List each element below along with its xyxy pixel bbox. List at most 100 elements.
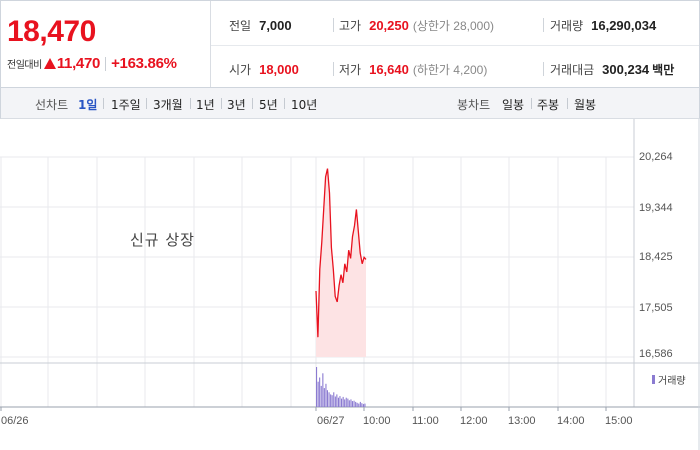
divider <box>221 98 222 109</box>
prev-close-label: 전일 <box>229 19 252 33</box>
volume-bar <box>362 404 364 407</box>
volume-bar <box>331 395 333 407</box>
tab-1day[interactable]: 1일 <box>78 98 98 112</box>
divider <box>105 56 107 71</box>
volume-bar <box>323 388 325 407</box>
volume-bar <box>347 398 349 407</box>
y-tick-label: 16,586 <box>639 348 673 360</box>
volume-bar <box>355 401 357 407</box>
candle-chart-title: 봉차트 <box>457 98 491 112</box>
amount-stat: 거래대금 300,234 백만 <box>550 61 674 78</box>
volume-bar <box>351 401 353 407</box>
change-label: 전일대비 <box>7 60 42 71</box>
low-stat: 저가 16,640 (하한가 4,200) <box>339 61 487 78</box>
price-line <box>315 168 367 338</box>
price-chart[interactable]: 신규 상장 20,264 19,344 18,425 17,505 16,586… <box>0 119 700 450</box>
divider <box>284 98 285 109</box>
tab-monthly-candle[interactable]: 월봉 <box>574 98 597 112</box>
divider <box>103 98 104 109</box>
volume-bar <box>359 401 361 407</box>
open-value: 18,000 <box>259 62 299 77</box>
amount-label: 거래대금 <box>550 63 595 77</box>
tab-5year[interactable]: 5년 <box>259 98 278 112</box>
volume-bar <box>344 399 346 407</box>
price-area-fill <box>316 168 366 357</box>
volume-bar <box>336 394 338 407</box>
divider <box>252 98 253 109</box>
tab-weekly-candle[interactable]: 주봉 <box>537 98 560 112</box>
volume-legend: 거래량 <box>652 372 686 387</box>
volume-bar <box>339 396 341 407</box>
high-label: 고가 <box>339 19 362 33</box>
y-tick-label: 20,264 <box>639 151 673 163</box>
price-chart-svg <box>0 119 700 450</box>
tab-daily-candle[interactable]: 일봉 <box>502 98 525 112</box>
tab-1year[interactable]: 1년 <box>196 98 215 112</box>
divider <box>211 45 699 46</box>
volume-bar <box>337 397 339 407</box>
divider <box>543 18 544 32</box>
tab-10year[interactable]: 10년 <box>291 98 318 112</box>
volume-bar <box>334 396 336 407</box>
upper-limit: (상한가 28,000) <box>412 19 495 33</box>
volume-bar <box>341 398 343 407</box>
divider <box>146 98 147 109</box>
chart-period-tabs: 선차트 1일 1주일 3개월 1년 3년 5년 10년 봉차트 일봉 주봉 월봉 <box>0 88 700 119</box>
volume-bar <box>326 390 328 407</box>
low-value: 16,640 <box>369 62 409 77</box>
prev-close-value: 7,000 <box>259 18 292 33</box>
divider <box>543 62 544 76</box>
tab-3month[interactable]: 3개월 <box>153 98 183 112</box>
open-stat: 시가 18,000 <box>229 61 299 78</box>
volume-bar <box>316 367 318 407</box>
volume-value: 16,290,034 <box>591 18 657 33</box>
volume-bar <box>364 403 366 407</box>
divider <box>567 98 568 109</box>
x-tick-label: 15:00 <box>605 415 633 427</box>
change-value: 11,470 <box>56 55 101 72</box>
volume-bar <box>319 377 321 407</box>
open-label: 시가 <box>229 63 252 77</box>
tab-3year[interactable]: 3년 <box>227 98 246 112</box>
x-tick-label: 12:00 <box>460 415 488 427</box>
x-tick-label: 10:00 <box>363 415 391 427</box>
volume-bar <box>353 400 355 407</box>
x-tick-label: 06/26 <box>1 415 29 427</box>
volume-bar <box>333 392 335 407</box>
tab-1week[interactable]: 1주일 <box>111 98 141 112</box>
y-tick-label: 17,505 <box>639 302 673 314</box>
lower-limit: (하한가 4,200) <box>412 63 488 77</box>
amount-value: 300,234 <box>602 62 650 77</box>
x-tick-label: 06/27 <box>317 415 345 427</box>
volume-bar <box>356 402 358 407</box>
prev-close-stat: 전일 7,000 <box>229 17 292 34</box>
y-tick-label: 18,425 <box>639 251 673 263</box>
current-price: 18,470 <box>7 15 96 48</box>
divider <box>333 18 334 32</box>
x-tick-label: 13:00 <box>508 415 536 427</box>
volume-bar <box>350 399 352 407</box>
divider <box>190 98 191 109</box>
volume-legend-label: 거래량 <box>658 376 686 387</box>
volume-bar <box>328 392 330 407</box>
volume-swatch <box>652 375 655 384</box>
high-value: 20,250 <box>369 18 409 33</box>
volume-bar <box>361 403 363 407</box>
current-price-box: 18,470 전일대비 11,470 +163.86% <box>1 1 211 87</box>
up-triangle-icon <box>43 58 56 69</box>
line-chart-title: 선차트 <box>35 98 69 112</box>
volume-bar <box>317 381 319 407</box>
volume-bar <box>320 385 322 407</box>
volume-bar <box>348 400 350 407</box>
x-tick-label: 14:00 <box>557 415 585 427</box>
volume-bar <box>358 403 360 407</box>
y-tick-label: 19,344 <box>639 202 673 214</box>
price-change: 전일대비 11,470 +163.86% <box>7 55 177 72</box>
divider <box>531 98 532 109</box>
change-rate: +163.86% <box>111 55 177 72</box>
volume-bar <box>322 373 324 407</box>
high-stat: 고가 20,250 (상한가 28,000) <box>339 17 494 34</box>
volume-bar <box>345 397 347 407</box>
stock-summary-panel: 18,470 전일대비 11,470 +163.86% 전일 7,000 고가 … <box>0 0 700 88</box>
new-listing-note: 신규 상장 <box>130 231 195 249</box>
